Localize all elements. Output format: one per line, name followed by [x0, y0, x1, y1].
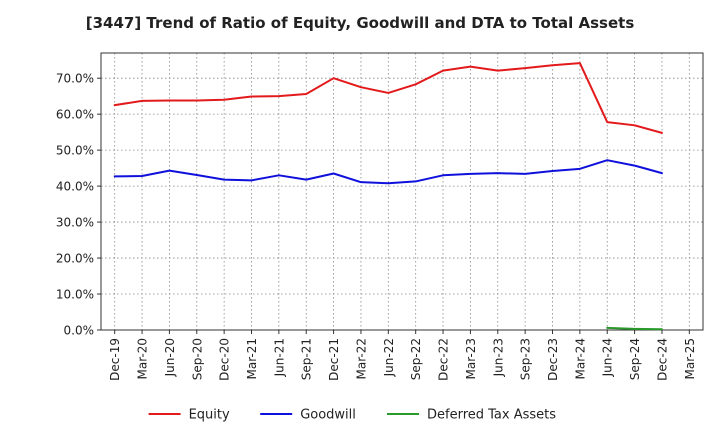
series-line-deferred-tax-assets — [606, 326, 663, 331]
y-tick-label: 50.0% — [56, 144, 94, 158]
x-tick-label: Mar-22 — [354, 338, 368, 379]
x-tick-label: Dec-23 — [546, 338, 560, 381]
x-tick-label: Dec-22 — [437, 338, 451, 381]
x-tick-label: Sep-22 — [409, 338, 423, 380]
x-tick-label: Dec-24 — [655, 338, 669, 381]
plot-frame — [100, 52, 704, 331]
y-tick-label: 0.0% — [64, 324, 95, 338]
legend-label-goodwill: Goodwill — [300, 408, 356, 423]
x-tick-label: Dec-21 — [327, 338, 341, 381]
x-tick-label: Dec-20 — [218, 338, 232, 381]
y-tick-label: 20.0% — [56, 252, 94, 266]
series-line-goodwill — [113, 159, 663, 185]
y-tick-label: 70.0% — [56, 72, 94, 86]
legend-label-equity: Equity — [189, 408, 230, 423]
x-tick-label: Sep-24 — [628, 338, 642, 380]
x-tick-label: Mar-23 — [464, 338, 478, 379]
x-tick-label: Mar-21 — [245, 338, 259, 379]
x-tick-label: Sep-21 — [300, 338, 314, 380]
y-tick-label: 60.0% — [56, 108, 94, 122]
series-line-equity — [113, 62, 663, 134]
x-tick-label: Jun-23 — [491, 338, 505, 377]
x-tick-label: Mar-24 — [573, 338, 587, 379]
x-tick-label: Jun-20 — [163, 338, 177, 377]
plot-area — [100, 52, 704, 331]
chart-title: [3447] Trend of Ratio of Equity, Goodwil… — [85, 14, 635, 32]
y-tick-label: 30.0% — [56, 216, 94, 230]
x-tick-label: Mar-25 — [683, 338, 697, 379]
y-tick-label: 40.0% — [56, 180, 94, 194]
x-tick-label: Dec-19 — [108, 338, 122, 381]
x-tick-label: Jun-24 — [601, 338, 615, 377]
x-tick-label: Sep-20 — [190, 338, 204, 380]
x-tick-label: Jun-21 — [272, 338, 286, 377]
legend-label-deferred-tax-assets: Deferred Tax Assets — [427, 408, 556, 423]
x-tick-label: Jun-22 — [382, 338, 396, 377]
y-tick-label: 10.0% — [56, 288, 94, 302]
x-tick-label: Sep-23 — [519, 338, 533, 380]
x-tick-label: Mar-20 — [136, 338, 150, 379]
